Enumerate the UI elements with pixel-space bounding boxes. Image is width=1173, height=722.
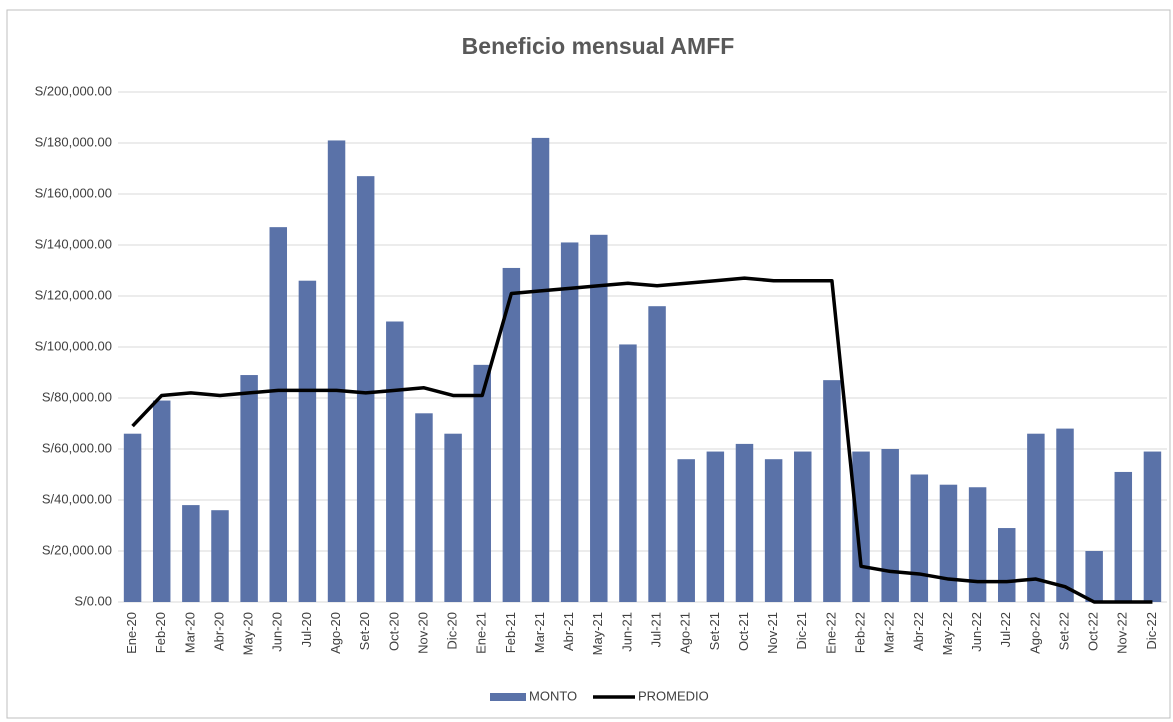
x-tick-label: May-20 [241, 612, 256, 655]
bar [910, 474, 929, 602]
legend-swatch [490, 693, 526, 701]
bar [473, 364, 491, 602]
y-tick-label: S/40,000.00 [42, 491, 112, 506]
x-tick-label: Jul-21 [649, 612, 664, 647]
bar [269, 227, 288, 602]
x-tick-label: May-21 [590, 612, 605, 655]
legend-label: PROMEDIO [638, 688, 709, 703]
bar [502, 267, 521, 602]
x-tick-label: Jun-22 [969, 612, 984, 652]
chart-border [6, 9, 1171, 719]
y-tick-label: S/0.00 [74, 593, 112, 608]
bar [1114, 471, 1133, 602]
bar [386, 321, 404, 602]
y-tick-label: S/160,000.00 [35, 185, 112, 200]
chart-title: Beneficio mensual AMFF [462, 33, 735, 59]
bar [677, 459, 695, 602]
bar [619, 344, 637, 602]
x-tick-label: Set-22 [1056, 612, 1071, 650]
x-tick-label: Nov-21 [765, 612, 780, 654]
x-tick-label: Jun-20 [270, 612, 285, 652]
x-tick-label: Oct-22 [1086, 612, 1101, 651]
bar [531, 137, 550, 602]
bar [735, 443, 754, 602]
y-tick-label: S/60,000.00 [42, 440, 112, 455]
x-tick-label: Jun-21 [619, 612, 634, 652]
bar [560, 242, 579, 602]
x-tick-label: Mar-20 [182, 612, 197, 653]
bar [590, 234, 608, 603]
bar [356, 176, 375, 602]
x-tick-label: Jul-20 [299, 612, 314, 647]
bar [415, 413, 433, 602]
bar [240, 375, 258, 602]
y-tick-label: S/200,000.00 [35, 83, 112, 98]
x-tick-label: Oct-21 [736, 612, 751, 651]
bar [1085, 551, 1103, 602]
x-tick-label: Ene-22 [823, 612, 838, 654]
x-tick-label: Nov-20 [415, 612, 430, 654]
x-tick-label: May-22 [940, 612, 955, 655]
bar [298, 280, 317, 602]
bar [211, 510, 229, 602]
x-tick-label: Ago-22 [1027, 612, 1042, 654]
x-tick-label: Ago-20 [328, 612, 343, 654]
x-tick-label: Feb-21 [503, 612, 518, 653]
bar [706, 451, 725, 602]
x-tick-label: Nov-22 [1115, 612, 1130, 654]
x-tick-label: Dic-20 [445, 612, 460, 650]
x-tick-label: Set-21 [707, 612, 722, 650]
bar [444, 433, 462, 602]
bar [182, 505, 200, 602]
y-tick-label: S/140,000.00 [35, 236, 112, 251]
x-tick-label: Feb-20 [153, 612, 168, 653]
y-tick-label: S/20,000.00 [42, 542, 112, 557]
bar [997, 528, 1016, 602]
bar [648, 306, 666, 602]
x-tick-label: Abr-20 [211, 612, 226, 651]
bar [823, 380, 841, 602]
bar [1143, 451, 1162, 602]
y-tick-label: S/120,000.00 [35, 287, 112, 302]
bar [881, 449, 899, 602]
bar [794, 451, 812, 602]
x-tick-label: Dic-21 [794, 612, 809, 650]
bar [1056, 428, 1074, 602]
bar [152, 400, 171, 602]
x-tick-label: Feb-22 [852, 612, 867, 653]
x-tick-label: Ago-21 [678, 612, 693, 654]
x-tick-label: Abr-22 [911, 612, 926, 651]
bar [968, 487, 987, 602]
x-tick-label: Jul-22 [998, 612, 1013, 647]
bar [852, 451, 870, 602]
legend-label: MONTO [529, 688, 577, 703]
bar [123, 433, 142, 602]
bar [764, 459, 783, 602]
x-tick-label: Mar-21 [532, 612, 547, 653]
x-tick-label: Oct-20 [386, 612, 401, 651]
y-tick-label: S/180,000.00 [35, 134, 112, 149]
y-tick-label: S/100,000.00 [35, 338, 112, 353]
x-tick-label: Set-20 [357, 612, 372, 650]
y-tick-label: S/80,000.00 [42, 389, 112, 404]
bar [1027, 433, 1045, 602]
x-tick-label: Dic-22 [1144, 612, 1159, 650]
line [131, 276, 1153, 604]
x-tick-label: Abr-21 [561, 612, 576, 651]
bar [327, 140, 346, 602]
x-tick-label: Ene-21 [474, 612, 489, 654]
x-tick-label: Mar-22 [882, 612, 897, 653]
x-tick-label: Ene-20 [124, 612, 139, 654]
bar [939, 484, 958, 602]
